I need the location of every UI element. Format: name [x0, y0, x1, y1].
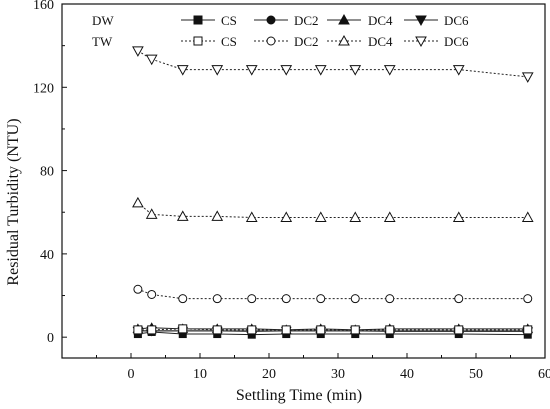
- data-point-tw-cs-4: [247, 325, 257, 335]
- y-tick-label-80: 80: [40, 165, 54, 180]
- legend-marker-dw-dc4: [338, 13, 350, 25]
- legend-marker-tw-dc2: [266, 36, 276, 46]
- data-point-tw-dc6-6: [314, 65, 327, 76]
- data-point-tw-dc4-4: [245, 211, 258, 222]
- data-point-tw-dc4-1: [145, 208, 158, 219]
- data-point-tw-dc6-2: [176, 65, 189, 76]
- data-point-tw-dc6-7: [349, 65, 362, 76]
- legend-entry-tw-dc2: DC2: [254, 34, 319, 49]
- series-line-dw-dc4: [137, 327, 528, 331]
- x-tick-label-30: 30: [331, 367, 345, 382]
- data-point-tw-dc2-8: [385, 294, 395, 304]
- data-point-tw-cs-2: [178, 324, 188, 334]
- series-line-tw-dc6: [137, 50, 528, 78]
- plot-layer: [132, 46, 534, 339]
- data-point-tw-dc6-9: [452, 65, 465, 76]
- data-point-tw-dc2-9: [454, 294, 464, 304]
- legend-entry-tw-dc4: DC4: [327, 34, 393, 49]
- x-axis-title: Settling Time (min): [236, 387, 362, 404]
- x-tick-label-0: 0: [128, 367, 135, 382]
- legend-label-dw: DW: [92, 13, 114, 28]
- x-tick-label-20: 20: [262, 367, 276, 382]
- legend-text-tw-cs: CS: [221, 34, 237, 49]
- legend-marker-tw-cs: [193, 36, 203, 46]
- series-tw-cs: [133, 324, 533, 335]
- legend-marker-tw-dc6: [415, 36, 427, 48]
- data-point-tw-dc6-8: [383, 65, 396, 76]
- x-tick-label-40: 40: [400, 367, 414, 382]
- legend-entry-dw-cs: CS: [181, 13, 237, 28]
- data-point-tw-cs-7: [350, 325, 360, 335]
- plot-frame: [61, 3, 546, 359]
- data-point-tw-dc4-6: [314, 211, 327, 222]
- data-point-tw-cs-1: [147, 325, 157, 335]
- data-point-tw-dc2-7: [350, 294, 360, 304]
- series-tw-dc4: [132, 196, 534, 222]
- data-point-tw-dc6-0: [132, 46, 144, 57]
- series-line-tw-dc2: [137, 288, 528, 300]
- y-tick-label-120: 120: [33, 81, 54, 96]
- legend-entry-tw-dc6: DC6: [404, 34, 469, 49]
- legend-marker-dw-cs: [193, 15, 203, 25]
- series-dw-dc4: [132, 322, 534, 334]
- data-point-tw-dc6-5: [280, 65, 293, 76]
- data-point-tw-dc4-8: [383, 211, 396, 222]
- data-point-tw-dc6-1: [145, 54, 158, 66]
- y-tick-label-40: 40: [40, 248, 54, 263]
- data-point-tw-dc2-4: [247, 294, 257, 304]
- data-point-tw-cs-9: [454, 325, 464, 335]
- legend-text-dw-dc4: DC4: [368, 13, 393, 28]
- data-point-tw-dc2-0: [133, 284, 143, 294]
- legend-marker-dw-dc6: [415, 15, 427, 27]
- legend-text-dw-dc2: DC2: [294, 13, 319, 28]
- legend-text-dw-dc6: DC6: [444, 13, 469, 28]
- legend-text-tw-dc2: DC2: [294, 34, 319, 49]
- data-point-tw-dc4-7: [349, 211, 362, 222]
- data-point-tw-dc6-10: [521, 72, 534, 83]
- data-point-tw-dc4-2: [176, 210, 189, 221]
- legend-label-tw: TW: [92, 34, 113, 49]
- axes: 0 10 20 30 40 50 60 0 40 80 120 160: [33, 0, 550, 382]
- data-point-tw-dc4-9: [452, 211, 465, 222]
- data-point-tw-dc4-5: [280, 211, 293, 222]
- x-tick-label-10: 10: [193, 367, 207, 382]
- data-point-tw-dc2-2: [178, 294, 188, 304]
- data-point-tw-dc2-10: [523, 294, 533, 304]
- data-point-tw-dc2-6: [316, 294, 326, 304]
- data-point-tw-cs-6: [316, 325, 326, 335]
- data-point-tw-dc2-3: [212, 294, 222, 304]
- legend-entry-tw-cs: CS: [181, 34, 237, 49]
- legend: DW CS DC2 DC4 DC6 TW CS DC2 DC4 DC6: [92, 13, 469, 49]
- series-tw-dc6: [132, 46, 534, 83]
- data-point-tw-dc2-1: [147, 289, 157, 299]
- x-tick-label-60: 60: [538, 367, 550, 382]
- x-tick-label-50: 50: [469, 367, 483, 382]
- data-point-tw-cs-3: [212, 325, 222, 335]
- data-point-tw-cs-8: [385, 325, 395, 335]
- legend-text-dw-cs: CS: [221, 13, 237, 28]
- legend-entry-dw-dc6: DC6: [404, 13, 469, 28]
- y-tick-label-0: 0: [47, 331, 54, 346]
- data-point-tw-cs-5: [281, 325, 291, 335]
- y-axis-title: Residual Turbidity (NTU): [5, 118, 22, 285]
- legend-marker-tw-dc4: [338, 34, 350, 46]
- legend-text-tw-dc6: DC6: [444, 34, 469, 49]
- data-point-tw-dc4-10: [521, 211, 534, 222]
- series-tw-dc2: [133, 284, 533, 304]
- y-tick-label-160: 160: [33, 0, 54, 13]
- data-point-tw-dc6-3: [211, 65, 224, 76]
- legend-entry-dw-dc4: DC4: [327, 13, 393, 28]
- data-point-tw-dc6-4: [245, 65, 258, 76]
- data-point-tw-dc4-3: [211, 210, 224, 221]
- series-line-dw-cs: [137, 331, 528, 336]
- series-line-tw-dc4: [137, 202, 528, 218]
- data-point-tw-cs-0: [133, 325, 143, 335]
- data-point-tw-cs-10: [523, 325, 533, 335]
- legend-marker-dw-dc2: [266, 15, 276, 25]
- data-point-tw-dc2-5: [281, 294, 291, 304]
- data-point-tw-dc4-0: [132, 196, 144, 208]
- legend-entry-dw-dc2: DC2: [254, 13, 319, 28]
- legend-text-tw-dc4: DC4: [368, 34, 393, 49]
